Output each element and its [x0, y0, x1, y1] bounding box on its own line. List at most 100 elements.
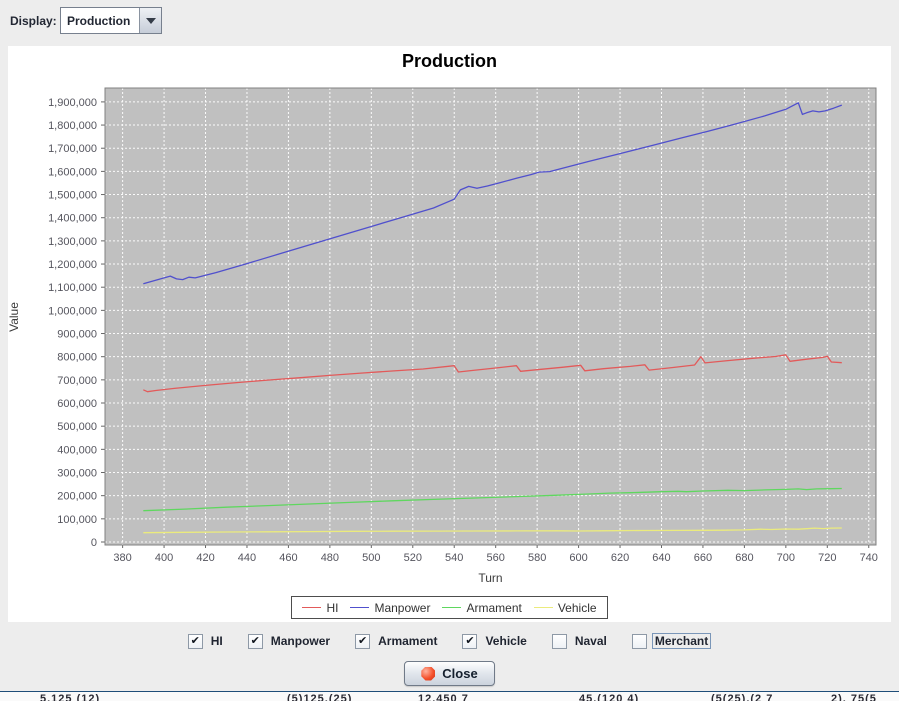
y-axis-label: Value	[7, 302, 21, 332]
legend-box: HI Manpower Armament Vehicle	[291, 596, 608, 619]
checkbox-manpower[interactable]: ✔ Manpower	[247, 633, 333, 649]
checkbox-hi[interactable]: ✔ HI	[187, 633, 226, 649]
chart-legend: HI Manpower Armament Vehicle	[8, 595, 891, 619]
x-tick-label: 380	[113, 552, 131, 564]
y-tick-label: 700,000	[57, 375, 97, 387]
x-tick-label: 640	[652, 552, 670, 564]
checkbox-merchant[interactable]: Merchant	[631, 633, 712, 649]
x-tick-label: 600	[569, 552, 587, 564]
x-tick-label: 740	[860, 552, 878, 564]
checkbox-label: Naval	[574, 634, 607, 648]
display-label: Display:	[10, 14, 57, 28]
legend-item-hi: HI	[302, 601, 338, 615]
y-tick-label: 900,000	[57, 329, 97, 341]
x-tick-label: 580	[528, 552, 546, 564]
x-tick-label: 680	[735, 552, 753, 564]
checkbox-checked-icon[interactable]: ✔	[187, 633, 203, 649]
close-button[interactable]: Close	[404, 661, 495, 686]
legend-label: HI	[326, 600, 339, 615]
series-line-armament	[143, 487, 842, 512]
checkbox-label: Armament	[378, 634, 438, 648]
display-combobox[interactable]: Production	[60, 7, 162, 34]
legend-label: Vehicle	[557, 600, 597, 615]
display-combobox-value[interactable]: Production	[61, 8, 139, 33]
y-tick-label: 1,100,000	[48, 282, 97, 294]
line-chart: 380 400 420 440 460 480 500 520 540 560 580 600 620 6…	[48, 87, 878, 564]
checkbox-label: Vehicle	[485, 634, 527, 648]
x-tick-label: 620	[611, 552, 629, 564]
y-tick-label: 1,400,000	[48, 213, 97, 225]
y-tick-label: 600,000	[57, 398, 97, 410]
x-tick-label: 520	[404, 552, 422, 564]
y-tick-label: 200,000	[57, 491, 97, 503]
y-tick-label: 1,000,000	[48, 305, 97, 317]
legend-swatch	[350, 607, 370, 608]
checkbox-label: Merchant	[651, 633, 712, 649]
x-tick-label: 720	[818, 552, 836, 564]
y-tick-label: 400,000	[57, 444, 97, 456]
table-fragment: 2), 75(5	[831, 693, 877, 701]
y-tick-label: 1,900,000	[48, 97, 97, 109]
y-tick-label: 500,000	[57, 421, 97, 433]
checkbox-naval[interactable]: Naval	[551, 633, 610, 649]
x-tick-label: 500	[362, 552, 380, 564]
x-tick-label: 420	[196, 552, 214, 564]
filter-checkbox-row: ✔ HI ✔ Manpower ✔ Armament ✔ Vehicle Naval Mercha…	[0, 631, 899, 651]
close-button-label: Close	[442, 666, 478, 681]
x-tick-label: 400	[155, 552, 173, 564]
y-tick-label: 1,600,000	[48, 166, 97, 178]
stop-icon	[421, 666, 436, 681]
y-tick-label: 1,500,000	[48, 190, 97, 202]
checkbox-unchecked-icon[interactable]	[551, 633, 567, 649]
x-tick-label: 700	[777, 552, 795, 564]
series-line-hi	[143, 354, 842, 393]
table-fragment: 12,450 7	[418, 693, 469, 701]
legend-label: Armament	[466, 600, 522, 615]
checkbox-unchecked-icon[interactable]	[631, 633, 647, 649]
y-tick-label: 1,700,000	[48, 143, 97, 155]
checkbox-label: HI	[210, 634, 223, 648]
table-fragment: (5)125,(25)	[287, 693, 353, 701]
legend-swatch	[533, 607, 553, 608]
toolbar: Display: Production	[0, 0, 899, 40]
x-tick-label: 440	[238, 552, 256, 564]
table-fragment: 45,(120 4)	[579, 693, 640, 701]
series-line-manpower	[143, 102, 843, 285]
chart-panel: Production 380 400 420 440 460 480 500 520 540 56…	[7, 46, 891, 622]
table-fragment: 5,125 (12)	[40, 693, 101, 701]
close-button-row: Close	[0, 661, 899, 686]
y-tick-label: 1,300,000	[48, 236, 97, 248]
checkbox-label: Manpower	[270, 634, 331, 648]
series-line-vehicle	[143, 527, 842, 534]
chart-title: Production	[402, 51, 497, 71]
legend-label: Manpower	[374, 600, 431, 615]
checkbox-checked-icon[interactable]: ✔	[355, 633, 371, 649]
checkbox-checked-icon[interactable]: ✔	[247, 633, 263, 649]
x-tick-label: 560	[487, 552, 505, 564]
legend-swatch	[302, 607, 322, 608]
y-tick-label: 0	[91, 537, 97, 549]
table-fragment: (5(25),(2 7	[711, 693, 774, 701]
plot-border	[104, 87, 877, 546]
x-axis-label: Turn	[478, 571, 503, 585]
x-tick-label: 460	[279, 552, 297, 564]
y-tick-label: 1,200,000	[48, 259, 97, 271]
x-tick-label: 540	[445, 552, 463, 564]
y-tick-label: 100,000	[57, 514, 97, 526]
legend-item-manpower: Manpower	[350, 601, 430, 615]
y-tick-label: 1,800,000	[48, 120, 97, 132]
x-tick-label: 660	[694, 552, 712, 564]
checkbox-vehicle[interactable]: ✔ Vehicle	[462, 633, 529, 649]
x-tick-label: 480	[321, 552, 339, 564]
legend-item-armament: Armament	[442, 600, 522, 615]
y-tick-label: 800,000	[57, 352, 97, 364]
y-tick-label: 300,000	[57, 468, 97, 480]
display-combobox-arrow-button[interactable]	[139, 8, 161, 33]
legend-swatch	[442, 607, 462, 608]
chevron-down-icon	[145, 17, 156, 24]
plot-area	[105, 88, 876, 545]
checkbox-armament[interactable]: ✔ Armament	[355, 633, 440, 649]
checkbox-checked-icon[interactable]: ✔	[462, 633, 478, 649]
legend-item-vehicle: Vehicle	[533, 600, 597, 615]
